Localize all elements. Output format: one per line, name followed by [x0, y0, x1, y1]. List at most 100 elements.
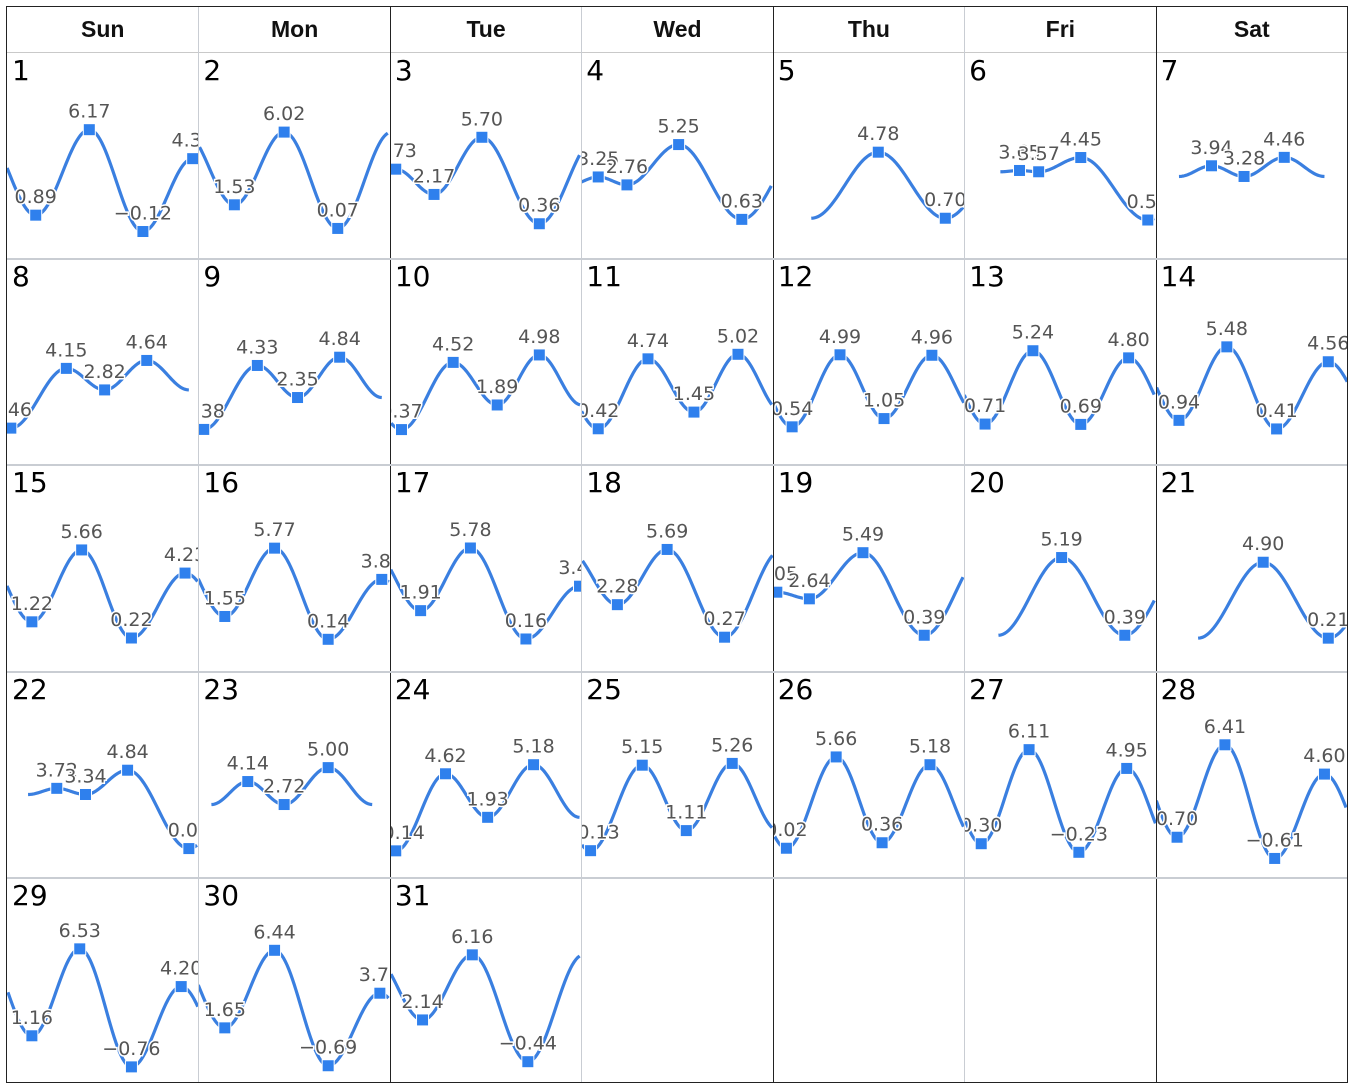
- tide-marker: [373, 986, 387, 1000]
- tide-marker: [375, 573, 389, 587]
- tide-marker: [1022, 742, 1036, 756]
- tide-chart: 0.54 4.99 1.05 4.96: [772, 324, 965, 434]
- tide-marker: [98, 383, 112, 397]
- tide-value-label: 3.79: [359, 964, 390, 986]
- tide-value-label: 4.90: [1242, 534, 1284, 556]
- tide-marker: [268, 943, 282, 957]
- day-number: 18: [586, 466, 622, 500]
- tide-chart: 0.46 4.152.824.64: [7, 330, 189, 435]
- tide-marker: [978, 417, 992, 431]
- tide-marker: [1219, 340, 1233, 354]
- tide-marker: [1237, 169, 1251, 183]
- day-number: 10: [394, 260, 431, 294]
- tide-value-label: 4.80: [1108, 329, 1150, 351]
- tide-value-label: 0.69: [1060, 396, 1102, 418]
- tide-value-label: 6.17: [68, 101, 110, 123]
- tide-marker: [726, 756, 740, 770]
- tide-value-label: 0.14: [307, 611, 349, 633]
- tide-value-label: 4.38: [172, 130, 199, 152]
- tide-chart: 0.94 5.48 0.41 4.56: [1155, 317, 1347, 436]
- tide-marker: [78, 787, 92, 801]
- tide-value-label: 1.65: [204, 999, 246, 1021]
- tide-marker: [75, 543, 89, 557]
- tide-value-label: 0.41: [1255, 400, 1297, 422]
- column-divider: [772, 7, 774, 1082]
- tide-value-label: 5.70: [461, 108, 503, 130]
- day-number: 12: [777, 260, 814, 294]
- tide-value-label: 3.65: [998, 141, 1040, 163]
- tide-line: [1155, 742, 1347, 860]
- tide-chart: 4.142.725.00: [211, 737, 373, 811]
- day-number: 14: [1160, 260, 1197, 294]
- tide-value-label: 4.60: [1303, 745, 1345, 767]
- tide-value-label: 6.41: [1203, 715, 1245, 737]
- tide-chart: 1.16 6.53 −0.76 4.20: [7, 918, 199, 1074]
- tide-marker: [877, 412, 891, 426]
- day-number: 24: [394, 672, 431, 706]
- tide-value-label: 3.34: [64, 765, 106, 787]
- tide-value-label: 5.49: [842, 524, 884, 546]
- tide-value-label: 1.05: [863, 390, 905, 412]
- tide-chart: 4.90 0.21: [1197, 532, 1347, 646]
- day-cell: 3.72 3.34 4.84 0.00 22: [7, 672, 198, 878]
- tide-chart: 5.19 0.39: [998, 527, 1156, 643]
- tide-line: [7, 947, 199, 1069]
- tide-marker: [438, 766, 452, 780]
- tide-marker: [1256, 556, 1270, 570]
- tide-value-label: 4.98: [518, 326, 560, 348]
- tide-marker: [186, 152, 199, 166]
- tide-value-label: 5.78: [449, 519, 491, 541]
- tide-marker: [322, 633, 336, 647]
- tide-value-label: 4.95: [1106, 739, 1148, 761]
- tide-marker: [785, 420, 799, 434]
- day-cell: 0.89 6.17 −0.12 4.38 1: [7, 53, 199, 259]
- tide-value-label: 4.62: [424, 744, 466, 766]
- tide-marker: [124, 1060, 138, 1074]
- tide-chart: 0.37 4.521.89 4.98: [389, 325, 581, 437]
- tide-marker: [731, 347, 745, 361]
- day-number: 27: [969, 672, 1005, 706]
- tide-marker: [291, 391, 305, 405]
- tide-value-label: 0.30: [964, 814, 1002, 836]
- tide-marker: [925, 348, 939, 362]
- tide-marker: [1013, 163, 1027, 177]
- day-cell: 5.19 0.39 20: [964, 465, 1156, 671]
- day-number: 15: [12, 466, 48, 500]
- day-number: 2: [203, 54, 222, 87]
- tide-marker: [1032, 165, 1046, 179]
- tide-value-label: −0.61: [1245, 829, 1303, 851]
- tide-marker: [25, 615, 39, 629]
- row-divider: [7, 464, 1347, 467]
- tide-chart: 3.252.76 5.25 0.63: [581, 114, 773, 226]
- tide-marker: [1172, 414, 1186, 428]
- tide-calendar: Sun Mon Tue Wed Thu Fri Sat 0.89 6.17 −0.1…: [6, 6, 1348, 1083]
- day-cell: 0.46 4.152.824.64 8: [7, 259, 198, 465]
- day-number: 22: [12, 672, 48, 706]
- tide-marker: [1321, 632, 1335, 646]
- tide-value-label: 0.70: [924, 189, 964, 211]
- tide-marker: [923, 757, 937, 771]
- tide-value-label: 1.45: [673, 383, 715, 405]
- tide-value-label: 3.73: [390, 140, 417, 162]
- tide-marker: [1217, 737, 1231, 751]
- tide-value-label: 5.19: [1041, 529, 1083, 551]
- tide-marker: [29, 208, 43, 222]
- tide-marker: [718, 631, 732, 645]
- day-number: 5: [777, 54, 796, 87]
- tide-marker: [415, 1013, 429, 1027]
- day-number: 8: [12, 260, 30, 294]
- tide-value-label: 4.84: [106, 741, 148, 763]
- tide-marker: [1317, 767, 1331, 781]
- tide-marker: [1122, 351, 1136, 365]
- tide-marker: [322, 760, 336, 774]
- day-number: 17: [394, 466, 431, 500]
- tide-line: [1155, 345, 1347, 431]
- day-cell: 0.42 4.74 1.45 5.02 11: [581, 259, 773, 465]
- tide-chart: 0.89 6.17 −0.12 4.38: [7, 99, 199, 239]
- tide-chart: 2.14 6.16 −0.44: [389, 924, 581, 1068]
- day-cell: 0.02 5.66 0.36 5.18 26: [772, 672, 965, 878]
- tide-marker: [333, 350, 347, 364]
- tide-value-label: 0.39: [1104, 607, 1146, 629]
- tide-value-label: 5.48: [1205, 318, 1247, 340]
- tide-marker: [490, 398, 504, 412]
